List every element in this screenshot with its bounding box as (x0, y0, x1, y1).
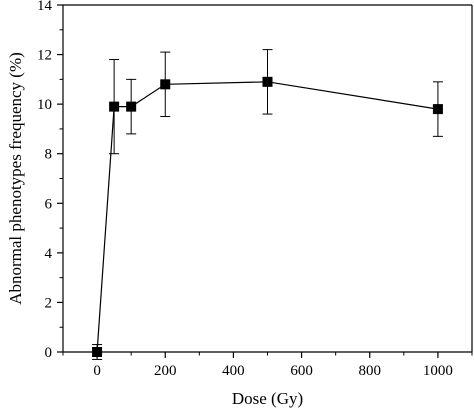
y-tick-label: 2 (45, 295, 53, 311)
data-point (126, 101, 137, 112)
x-tick-label: 800 (359, 363, 382, 379)
x-tick-label: 1000 (423, 363, 453, 379)
data-point (160, 79, 171, 90)
y-tick-label: 4 (45, 246, 53, 262)
x-tick-label: 400 (222, 363, 245, 379)
x-tick-label: 0 (93, 363, 101, 379)
series-line-group (96, 81, 439, 353)
data-point (262, 76, 273, 87)
y-axis-ticks: 0 2 4 6 8 10 12 14 (37, 0, 63, 361)
y-tick-label: 6 (45, 196, 53, 212)
x-axis-ticks: 0 200 400 600 800 1000 (62, 352, 473, 379)
error-bars (92, 49, 443, 360)
y-tick-label: 8 (45, 147, 53, 163)
y-tick-label: 14 (37, 0, 53, 14)
series-line (96, 81, 439, 353)
x-tick-label: 200 (154, 363, 177, 379)
data-point (432, 104, 443, 115)
y-tick-label: 12 (37, 48, 52, 64)
y-tick-label: 10 (37, 97, 52, 113)
x-axis-title: Dose (Gy) (232, 389, 303, 408)
y-axis-title: Abnormal phenotypes frequency (%) (6, 52, 25, 305)
y-tick-label: 0 (45, 345, 53, 361)
data-markers (92, 76, 443, 357)
x-tick-label: 600 (290, 363, 313, 379)
data-point (109, 101, 120, 112)
